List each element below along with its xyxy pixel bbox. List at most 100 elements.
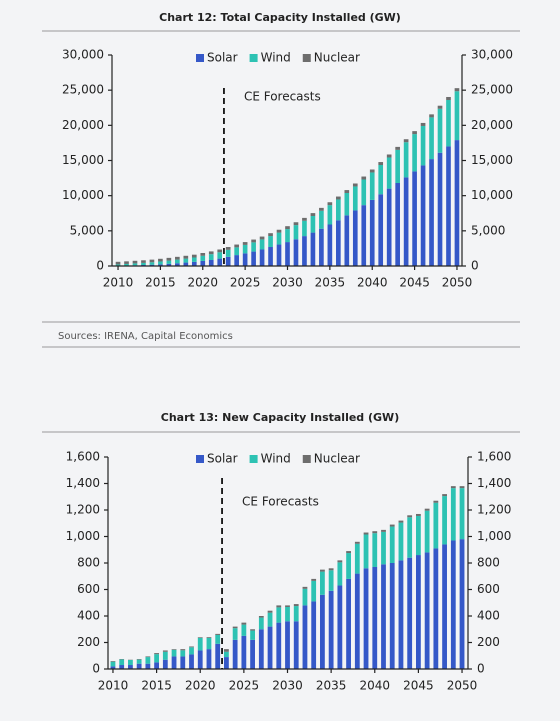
legend-label: Wind: [261, 51, 291, 65]
bar-segment: [171, 656, 177, 669]
bar-segment: [442, 496, 447, 545]
bar-segment: [446, 96, 451, 101]
bar-segment: [276, 622, 282, 669]
x-tick-label: 2025: [229, 679, 260, 693]
bar-segment: [420, 125, 426, 166]
y2-tick-label: 1,200: [477, 503, 511, 517]
bar-segment: [171, 649, 177, 657]
bar-segment: [200, 253, 206, 256]
y-tick-label: 25,000: [62, 83, 104, 97]
bar-segment: [416, 513, 421, 516]
bar-segment: [381, 529, 386, 532]
bar-segment: [352, 186, 358, 211]
bar-segment: [267, 612, 273, 627]
bar-segment: [369, 172, 375, 200]
bar-segment: [242, 253, 248, 266]
bar-segment: [398, 522, 404, 561]
y-tick-label: 30,000: [62, 48, 104, 62]
bar-segment: [141, 260, 146, 263]
bar-segment: [191, 254, 197, 258]
bar-segment: [433, 502, 439, 549]
x-tick-label: 2010: [103, 276, 134, 290]
bar-segment: [336, 220, 341, 266]
bar-segment: [403, 177, 409, 266]
bar-segment: [241, 624, 247, 636]
bar-segment: [446, 146, 451, 266]
bar-segment: [175, 256, 180, 260]
x-tick-label: 2035: [316, 679, 347, 693]
bar-segment: [276, 244, 282, 266]
bar-segment: [259, 249, 265, 266]
x-tick-label: 2040: [359, 679, 390, 693]
bar-segment: [208, 259, 214, 266]
y2-tick-label: 0: [477, 662, 485, 676]
source: Sources: IRENA, Capital Economics: [58, 331, 233, 342]
bar-segment: [412, 171, 417, 266]
bar-segment: [180, 656, 186, 669]
bar-segment: [328, 570, 334, 591]
x-tick-label: 2035: [315, 276, 346, 290]
bar-segment: [234, 244, 239, 248]
bar-segment: [183, 255, 189, 259]
bar-segment: [442, 544, 447, 669]
bar-segment: [234, 255, 239, 266]
bar-segment: [149, 264, 155, 266]
bar-segment: [232, 628, 238, 640]
bar-segment: [437, 105, 443, 109]
bar-segment: [258, 617, 264, 630]
bar-segment: [154, 662, 159, 669]
bar-segment: [217, 258, 223, 266]
bar-segment: [224, 657, 229, 669]
bar-segment: [162, 650, 168, 652]
bar-segment: [267, 626, 273, 669]
chart-title: Chart 12: Total Capacity Installed (GW): [159, 11, 401, 24]
bar-segment: [225, 247, 231, 250]
bar-segment: [420, 122, 426, 126]
legend-label: Solar: [207, 452, 238, 466]
bar-segment: [276, 229, 282, 233]
bar-segment: [395, 183, 400, 266]
bar-segment: [412, 134, 417, 172]
bar-segment: [433, 548, 439, 669]
bar-segment: [378, 165, 384, 195]
bar-segment: [459, 486, 465, 489]
bar-segment: [251, 251, 256, 266]
bar-segment: [363, 532, 369, 535]
bar-segment: [328, 568, 334, 571]
bar-segment: [225, 256, 231, 266]
bar-segment: [389, 526, 395, 563]
bar-segment: [136, 659, 142, 660]
bar-segment: [403, 142, 409, 178]
bar-segment: [175, 259, 180, 264]
x-tick-label: 2030: [272, 679, 303, 693]
bar-segment: [149, 259, 155, 263]
bar-segment: [372, 531, 378, 534]
bar-segment: [110, 661, 116, 662]
y-tick-label: 15,000: [62, 153, 104, 167]
bar-segment: [124, 263, 129, 266]
bar-segment: [433, 500, 439, 503]
bar-segment: [454, 91, 460, 141]
bar-segment: [437, 152, 443, 266]
bar-segment: [395, 149, 400, 184]
bar-segment: [206, 637, 212, 638]
bar-segment: [251, 242, 256, 252]
bar-segment: [110, 661, 116, 667]
x-tick-label: 2030: [272, 276, 303, 290]
legend-label: Nuclear: [314, 51, 360, 65]
bar-segment: [327, 205, 333, 225]
bar-segment: [162, 659, 168, 669]
bar-segment: [136, 663, 142, 669]
y-tick-label: 1,200: [66, 503, 100, 517]
bar-segment: [268, 236, 273, 248]
x-tick-label: 2015: [145, 276, 176, 290]
bar-segment: [180, 650, 186, 657]
bar-segment: [442, 494, 447, 497]
y2-tick-label: 30,000: [471, 48, 513, 62]
bar-segment: [268, 247, 273, 266]
bar-segment: [293, 239, 299, 266]
y-tick-label: 1,400: [66, 476, 100, 490]
bar-segment: [311, 578, 317, 581]
y2-tick-label: 10,000: [471, 188, 513, 202]
